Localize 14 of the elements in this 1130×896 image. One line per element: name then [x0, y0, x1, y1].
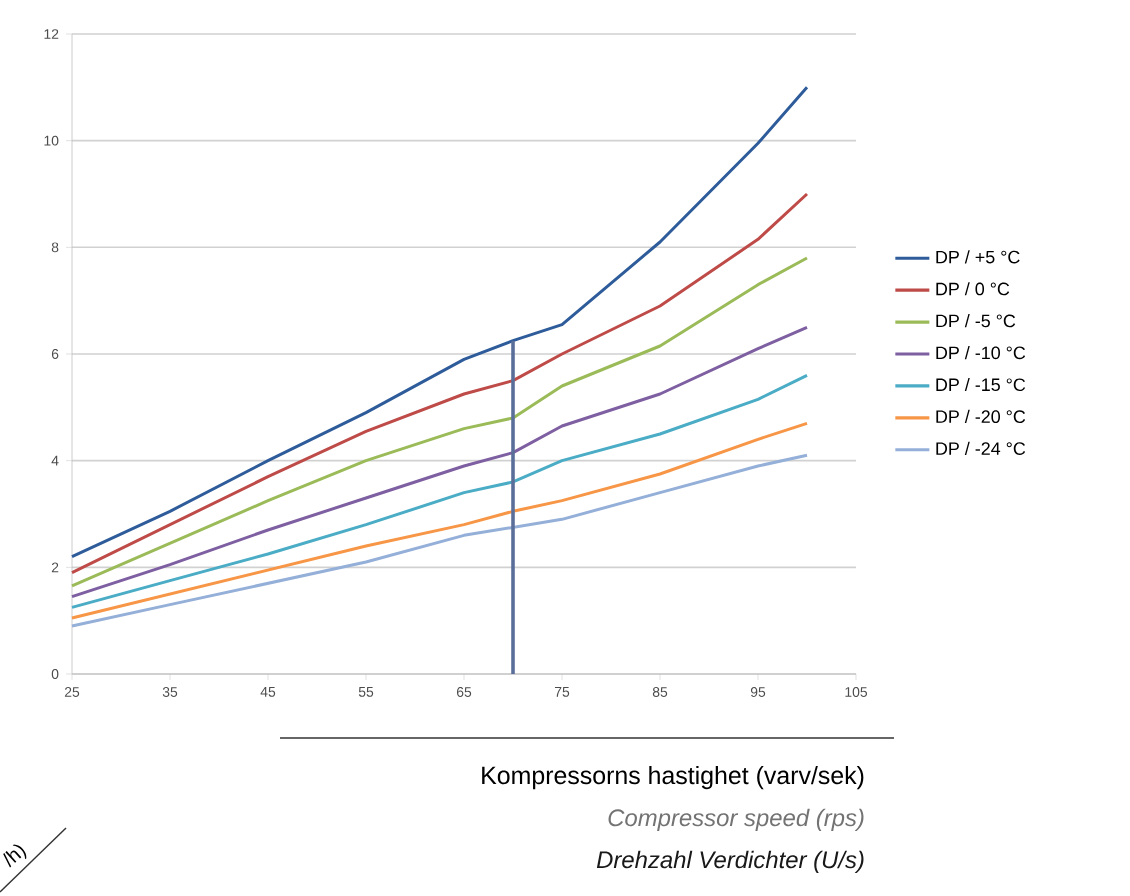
legend-label: DP / -24 °C	[936, 441, 1026, 455]
legend-label: DP / -5 °C	[936, 314, 1016, 328]
legend-label: DP / 0 °C	[936, 282, 1010, 296]
text: Drehzahl Verdichter (U/s)	[596, 850, 864, 873]
legend-label: DP / +5 °C	[936, 250, 1020, 264]
legend-label: DP / -20 °C	[936, 409, 1026, 424]
x-axis-title: Kompressorns hastighet (varv/sek)	[482, 765, 864, 790]
text: Compressor speed (rps)	[608, 808, 864, 831]
line-series	[70, 85, 809, 559]
line-series	[70, 325, 809, 599]
line-series	[70, 373, 809, 609]
legend-label: DP / -10 °C	[936, 346, 1026, 360]
legend-label: DP / -15 °C	[936, 377, 1026, 392]
text: /h)	[3, 844, 27, 868]
